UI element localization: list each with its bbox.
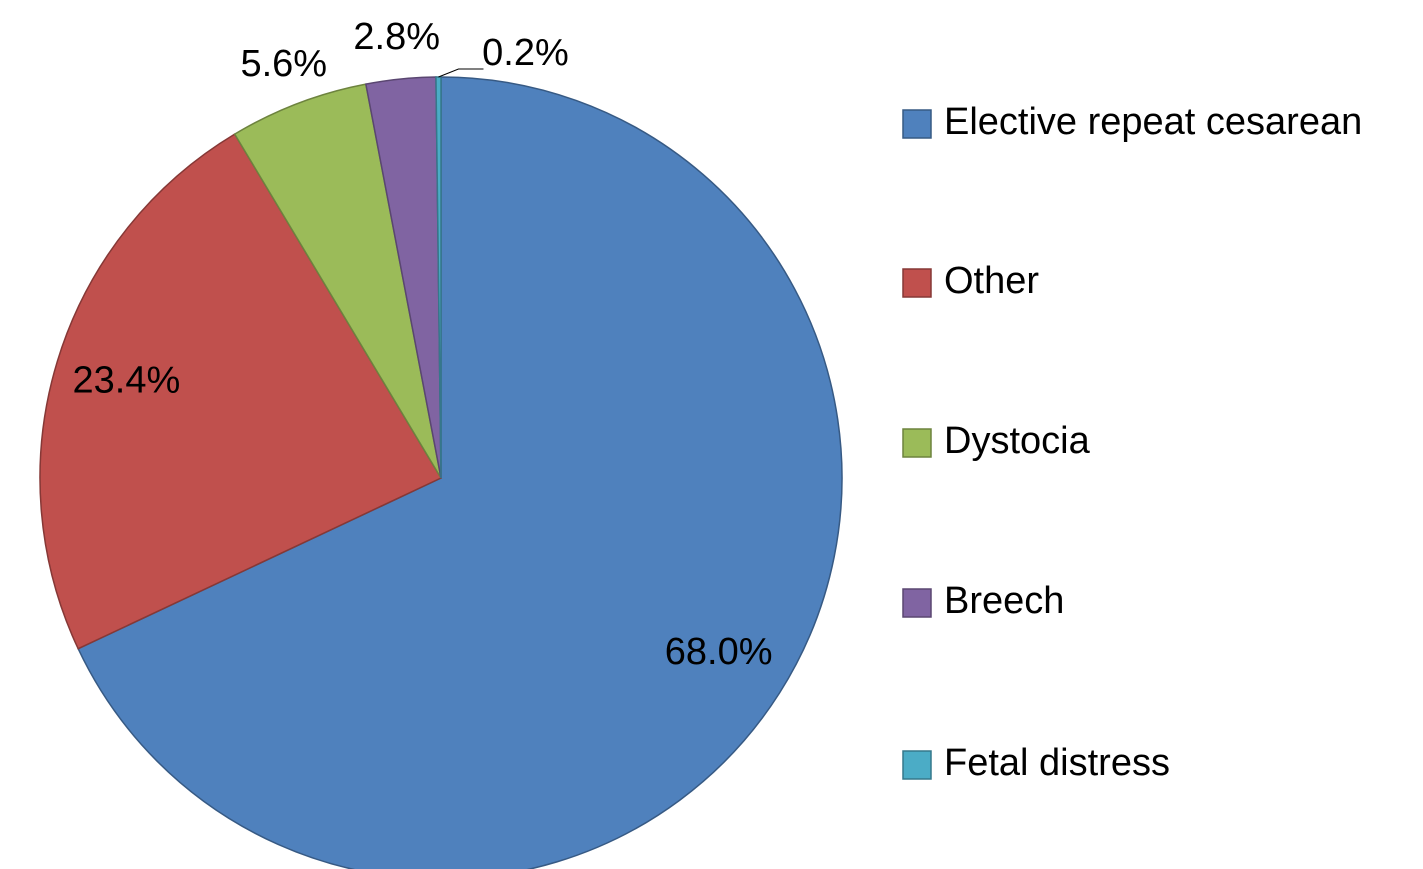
legend-label: Other [944, 260, 1039, 302]
legend-swatch [902, 109, 932, 139]
legend-swatch [902, 588, 932, 618]
data-label: 2.8% [353, 16, 440, 58]
legend-label: Breech [944, 580, 1064, 622]
data-label: 5.6% [240, 43, 327, 85]
data-label: 23.4% [73, 359, 181, 401]
legend-label: Dystocia [944, 420, 1091, 462]
leader-line [438, 68, 484, 78]
pie-slice [77, 76, 843, 869]
pie-slice [233, 83, 442, 479]
data-label: 0.2% [482, 32, 569, 74]
legend-label: Fetal distress [944, 742, 1170, 784]
legend-swatch [902, 268, 932, 298]
data-label: 68.0% [665, 631, 773, 673]
legend-swatch [902, 750, 932, 780]
pie-slice [39, 133, 443, 650]
legend-swatch [902, 428, 932, 458]
pie-slice [435, 76, 442, 479]
legend-label: Elective repeat cesarean [944, 101, 1362, 143]
